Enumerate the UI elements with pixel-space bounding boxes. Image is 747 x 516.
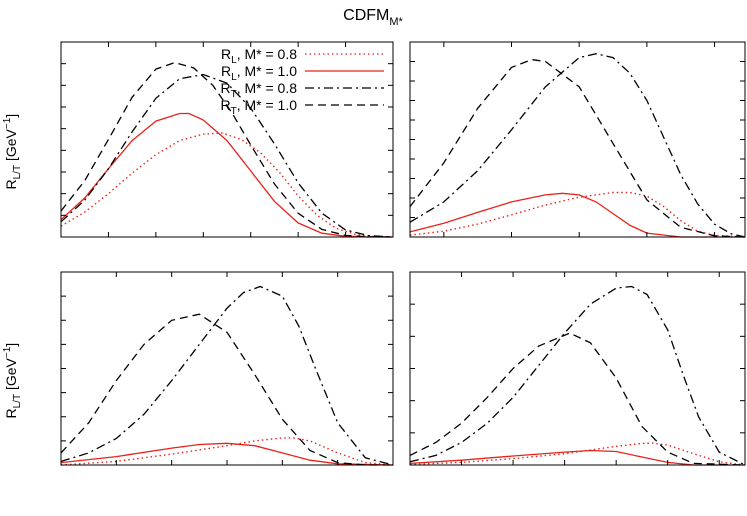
legend-label-rest: , M* = 1.0 [237, 97, 298, 113]
y-axis-label-exp: −1 [2, 346, 13, 358]
y-axis-label-exp: −1 [2, 117, 13, 129]
panel-bottom-left: RL/T [GeV−1] [2, 271, 394, 466]
legend-label-sub: L [231, 55, 237, 66]
series-line-0 [409, 191, 746, 238]
panel-top-right [409, 41, 746, 238]
plot-frame [409, 41, 746, 238]
series-line-1 [409, 192, 745, 238]
legend-label-rest: , M* = 1.0 [237, 63, 298, 79]
series-line-3 [60, 313, 393, 466]
series-line-2 [409, 53, 746, 238]
y-axis-label-close: ] [3, 114, 19, 118]
y-axis-label-sub: L/T [12, 165, 23, 179]
series-line-2 [409, 285, 746, 466]
legend-entry-label: RL, M* = 1.0 [221, 63, 297, 83]
legend-label-rest: , M* = 0.8 [237, 46, 298, 62]
y-axis-label-close: ] [3, 343, 19, 347]
series-line-1 [60, 442, 394, 466]
plot-frame [409, 271, 746, 466]
y-axis-label: RL/T [GeV−1] [2, 114, 23, 190]
series-line-0 [60, 132, 394, 238]
legend: RL, M* = 0.8RL, M* = 1.0RT, M* = 0.8RT, … [220, 46, 384, 117]
panel-top-left: RL/T [GeV−1]RL, M* = 0.8RL, M* = 1.0RT, … [2, 41, 394, 238]
series-line-3 [60, 61, 394, 238]
legend-label-main: R [220, 80, 230, 96]
series-line-0 [409, 442, 746, 466]
y-axis-label-unit: [GeV [3, 128, 19, 164]
series-line-2 [60, 73, 394, 238]
y-axis-label-sub: L/T [12, 394, 23, 408]
legend-entry-label: RL, M* = 0.8 [221, 46, 297, 66]
legend-label-sub: T [231, 89, 237, 100]
series-line-2 [60, 285, 394, 466]
panel-bottom-right [409, 271, 746, 466]
legend-entry-label: RT, M* = 1.0 [220, 97, 297, 117]
y-axis-label-unit: [GeV [3, 357, 19, 393]
legend-label-main: R [221, 63, 231, 79]
figure-title: CDFMM* [343, 7, 403, 28]
legend-label-sub: L [231, 72, 237, 83]
series-line-1 [60, 112, 393, 238]
plot-frame [60, 41, 394, 238]
legend-label-main: R [220, 97, 230, 113]
legend-entry-label: RT, M* = 0.8 [220, 80, 297, 100]
series-line-1 [409, 449, 745, 466]
plot-frame [60, 271, 394, 466]
legend-label-main: R [221, 46, 231, 62]
legend-label-rest: , M* = 0.8 [237, 80, 298, 96]
series-line-3 [409, 332, 746, 466]
y-axis-label: RL/T [GeV−1] [2, 343, 23, 419]
series-line-3 [409, 58, 746, 238]
legend-label-sub: T [231, 106, 237, 117]
